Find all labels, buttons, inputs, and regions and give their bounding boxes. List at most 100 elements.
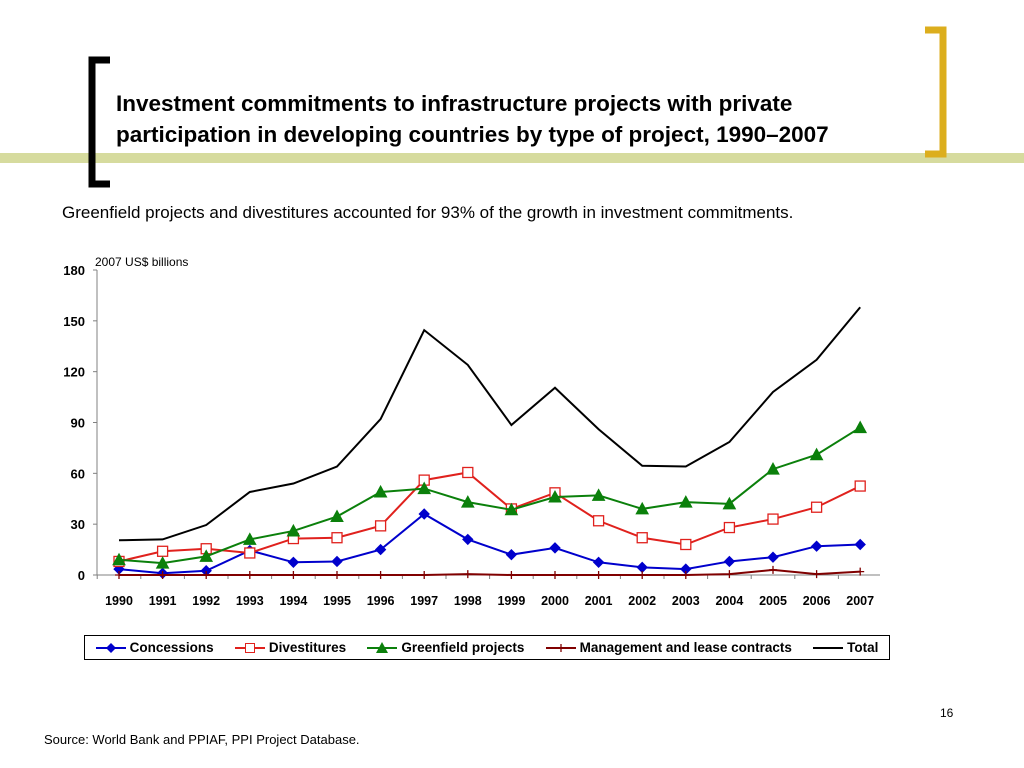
x-tick-label: 1990 [105, 594, 133, 608]
data-point-divestitures [680, 538, 692, 551]
data-point-divestitures [810, 501, 823, 513]
data-point-greenfield-projects [330, 509, 344, 523]
legend-swatch-concessions [95, 642, 126, 653]
data-point-divestitures [636, 532, 648, 544]
data-point-management-and-lease-contracts [463, 570, 472, 579]
data-point-greenfield-projects [591, 488, 606, 501]
data-point-concessions [810, 540, 823, 552]
x-tick-label: 1996 [367, 594, 395, 608]
page-number: 16 [940, 706, 954, 720]
data-point-management-and-lease-contracts [551, 571, 559, 579]
data-point-management-and-lease-contracts [245, 571, 254, 579]
data-point-management-and-lease-contracts [594, 571, 603, 579]
data-point-divestitures [331, 532, 343, 544]
x-tick-label: 1999 [497, 594, 525, 608]
legend-item-divestitures: Divestitures [234, 640, 346, 655]
data-point-greenfield-projects [155, 556, 170, 569]
data-point-management-and-lease-contracts [507, 571, 516, 579]
legend-swatch-divestitures [234, 642, 265, 653]
legend-label: Total [847, 640, 879, 655]
y-axis-label: 2007 US$ billions [95, 255, 188, 269]
legend-label: Management and lease contracts [579, 640, 792, 655]
data-point-divestitures [156, 545, 169, 557]
data-point-management-and-lease-contracts [158, 571, 167, 579]
data-point-concessions [462, 533, 474, 546]
x-tick-label: 1997 [410, 594, 438, 608]
data-point-concessions [331, 555, 343, 568]
legend-marker-greenfield-projects [376, 641, 389, 653]
data-point-management-and-lease-contracts [420, 571, 429, 579]
data-point-divestitures [592, 515, 605, 527]
data-point-greenfield-projects [373, 484, 388, 498]
legend-item-total: Total [813, 640, 878, 655]
legend-swatch-total [813, 646, 844, 649]
y-tick-label: 0 [78, 568, 85, 583]
series-line-divestitures [118, 471, 861, 563]
data-point-greenfield-projects [242, 532, 257, 545]
data-point-greenfield-projects [286, 523, 301, 537]
x-tick-label: 1998 [454, 594, 482, 608]
x-tick-label: 1995 [323, 594, 351, 608]
data-point-greenfield-projects [548, 490, 562, 503]
y-tick-label: 150 [63, 314, 85, 329]
data-point-management-and-lease-contracts [115, 571, 123, 579]
slide-title-line1: Investment commitments to infrastructure… [116, 91, 793, 116]
x-tick-label: 1994 [279, 594, 307, 608]
legend-item-greenfield-projects: Greenfield projects [367, 640, 524, 655]
legend-swatch-management-and-lease-contracts [545, 643, 576, 652]
series-line-total [118, 306, 861, 542]
data-point-management-and-lease-contracts [333, 571, 341, 579]
x-tick-label: 2003 [672, 594, 700, 608]
legend-marker-divestitures [244, 642, 255, 653]
x-tick-label: 1993 [236, 594, 264, 608]
x-tick-label: 2005 [759, 594, 787, 608]
left-bracket [88, 56, 110, 188]
legend-label: Concessions [129, 640, 214, 655]
data-point-greenfield-projects [853, 420, 868, 434]
y-tick-label: 180 [63, 263, 85, 278]
y-tick-label: 30 [71, 517, 85, 532]
x-tick-label: 1992 [192, 594, 220, 608]
data-point-divestitures [767, 513, 779, 525]
data-point-concessions [549, 542, 561, 554]
data-point-concessions [767, 551, 779, 563]
legend-marker-management-and-lease-contracts [556, 643, 565, 652]
y-tick-label: 120 [63, 365, 85, 380]
x-tick-label: 2004 [715, 594, 743, 608]
header-band [0, 153, 1024, 163]
data-point-divestitures [374, 520, 387, 532]
data-point-greenfield-projects [766, 462, 780, 475]
data-point-concessions [592, 556, 605, 568]
data-point-greenfield-projects [809, 447, 824, 461]
data-point-greenfield-projects [460, 495, 475, 508]
data-point-greenfield-projects [678, 495, 693, 508]
x-tick-label: 2007 [846, 594, 874, 608]
data-point-concessions [505, 548, 518, 561]
slide-subtitle: Greenfield projects and divestitures acc… [62, 203, 794, 222]
x-tick-label: 2002 [628, 594, 656, 608]
y-tick-label: 60 [71, 466, 85, 481]
data-point-greenfield-projects [504, 502, 519, 516]
data-point-divestitures [723, 521, 736, 534]
x-tick-label: 2000 [541, 594, 569, 608]
data-point-greenfield-projects [635, 501, 650, 515]
source-note: Source: World Bank and PPIAF, PPI Projec… [44, 732, 360, 747]
slide-title: Investment commitments to infrastructure… [116, 88, 916, 150]
right-bracket [925, 26, 947, 158]
legend-label: Greenfield projects [401, 640, 525, 655]
data-point-concessions [854, 538, 866, 551]
data-point-management-and-lease-contracts [681, 571, 690, 579]
slide-title-line2: participation in developing countries by… [116, 122, 829, 147]
legend-item-management-and-lease-contracts: Management and lease contracts [545, 640, 792, 655]
data-point-greenfield-projects [112, 552, 126, 566]
chart-legend: Concessions Divestitures Greenfield projec… [84, 635, 890, 660]
x-tick-label: 1991 [149, 594, 177, 608]
data-point-concessions [418, 508, 430, 520]
data-point-concessions [723, 555, 736, 568]
data-point-concessions [636, 561, 648, 574]
x-tick-label: 2001 [585, 594, 613, 608]
legend-swatch-greenfield-projects [367, 641, 398, 653]
data-point-greenfield-projects [722, 496, 737, 510]
x-tick-label: 2006 [803, 594, 831, 608]
